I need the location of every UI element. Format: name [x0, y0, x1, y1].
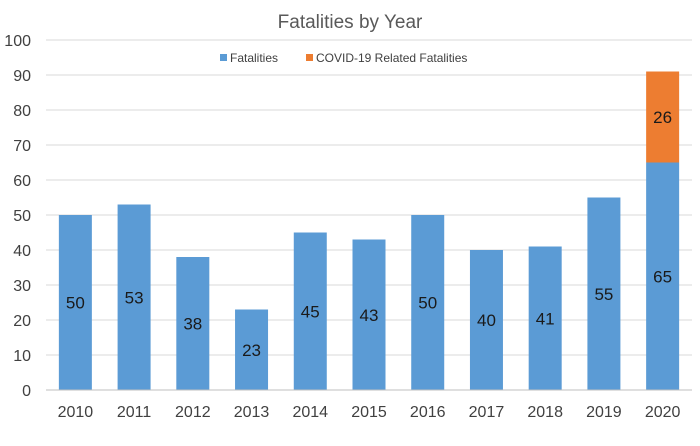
bar-fatalities	[411, 215, 445, 390]
x-tick-label: 2010	[58, 404, 94, 421]
bar-fatalities	[293, 232, 327, 390]
y-tick-label: 30	[13, 278, 31, 295]
bar-covid-fatalities	[646, 71, 680, 163]
chart-title: Fatalities by Year	[278, 12, 423, 33]
gridlines	[46, 39, 692, 356]
data-label: 55	[594, 285, 613, 304]
y-tick-label: 40	[13, 243, 31, 260]
legend-label-covid: COVID-19 Related Fatalities	[316, 51, 467, 65]
y-tick-label: 90	[13, 68, 31, 85]
data-labels: 50 53 38 23 45 43 50 40 41 55 65 26	[66, 108, 672, 360]
y-tick-label: 10	[13, 348, 31, 365]
data-label: 23	[242, 341, 261, 360]
x-tick-label: 2017	[469, 404, 505, 421]
x-tick-label: 2018	[527, 404, 563, 421]
legend: Fatalities COVID-19 Related Fatalities	[220, 51, 467, 65]
bar-fatalities	[469, 250, 503, 390]
bar-fatalities	[235, 309, 269, 390]
bar-fatalities	[352, 239, 386, 390]
bar-fatalities	[176, 257, 210, 390]
y-tick-label: 50	[13, 208, 31, 225]
x-tick-label: 2016	[410, 404, 446, 421]
data-label: 53	[125, 288, 144, 307]
data-label: 26	[653, 108, 672, 127]
y-tick-label: 60	[13, 173, 31, 190]
x-tick-label: 2019	[586, 404, 622, 421]
y-tick-label: 100	[4, 33, 31, 50]
y-tick-label: 0	[22, 383, 31, 400]
data-label: 41	[536, 309, 555, 328]
legend-label-fatalities: Fatalities	[230, 51, 278, 65]
y-tick-label: 20	[13, 313, 31, 330]
data-label: 50	[418, 294, 437, 313]
x-tick-label: 2013	[234, 404, 270, 421]
y-tick-label: 70	[13, 138, 31, 155]
x-tick-label: 2015	[351, 404, 387, 421]
bar-fatalities	[528, 246, 562, 390]
bar-fatalities	[117, 204, 151, 390]
x-tick-label: 2020	[645, 404, 681, 421]
legend-swatch-fatalities	[220, 54, 227, 61]
bars	[58, 71, 680, 390]
x-tick-label: 2012	[175, 404, 211, 421]
data-label: 45	[301, 302, 320, 321]
bar-fatalities	[646, 162, 680, 390]
data-label: 40	[477, 311, 496, 330]
x-tick-label: 2014	[292, 404, 328, 421]
data-label: 38	[183, 315, 202, 334]
x-tick-label: 2011	[117, 404, 152, 421]
bar-fatalities	[587, 197, 621, 390]
y-tick-label: 80	[13, 103, 31, 120]
bar-fatalities	[58, 215, 92, 390]
data-label: 65	[653, 267, 672, 286]
data-label: 50	[66, 294, 85, 313]
axes: 0 10 20 30 40 50 60 70 80 90 100 2010 2011 2012 2013 20…	[4, 33, 692, 421]
data-label: 43	[360, 306, 379, 325]
legend-swatch-covid	[306, 54, 313, 61]
